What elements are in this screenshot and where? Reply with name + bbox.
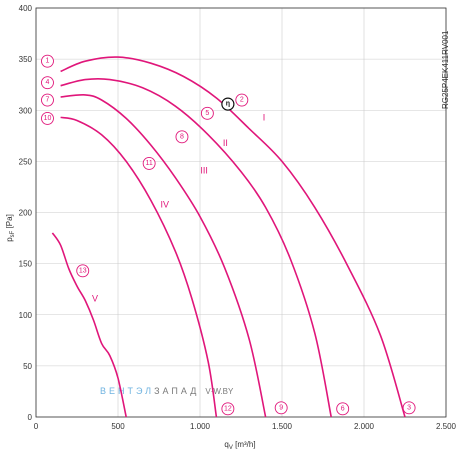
point-marker-circle [274,401,288,415]
efficiency-marker-label: η [226,101,230,108]
point-marker-label: 12 [224,405,232,412]
y-axis-label: psF [Pa] [5,214,16,242]
x-tick-label: 2.000 [354,422,375,431]
curves [51,56,406,418]
point-marker-circle [41,76,54,90]
point-marker-circle [142,156,156,170]
point-marker: 1 [41,54,54,68]
curve-label: V [92,293,98,303]
point-marker-label: 5 [205,110,209,117]
point-marker-circle [336,402,350,416]
point-marker: 12 [221,402,235,416]
curve-II [60,77,332,418]
y-tick-label: 300 [19,106,33,115]
efficiency-marker-circle [221,97,235,111]
point-marker-label: 9 [279,404,283,411]
point-marker-label: 13 [79,267,87,274]
x-axis-label: qV [m³/h] [224,440,255,451]
point-marker-label: 7 [46,97,50,104]
model-code: RG25P4EK411RV001 [441,30,450,109]
watermark: ВЕНТЭЛЗАПАД V·W.BY [100,386,234,396]
watermark-suffix: V·W.BY [205,387,234,396]
y-tick-label: 0 [28,413,33,422]
point-marker: 11 [142,156,156,170]
curve-label: I [263,112,266,122]
efficiency-marker: η [221,97,235,111]
x-tick-label: 0 [34,422,39,431]
point-marker: 6 [336,402,350,416]
curve-III [60,94,267,418]
point-marker-label: 4 [46,79,50,86]
watermark-text: ВЕНТЭЛЗАПАД V·W.BY [100,386,234,396]
point-marker: 7 [41,93,54,107]
watermark-blue: ВЕНТЭЛ [100,386,154,396]
curve-label: II [223,138,228,148]
point-marker: 10 [41,111,54,125]
point-marker-circle [41,111,54,125]
point-marker-label: 6 [341,405,345,412]
plot-frame [35,7,447,418]
point-marker-label: 8 [180,133,184,140]
point-marker-circle [41,93,54,107]
point-marker: 4 [41,76,54,90]
point-marker: 8 [175,130,189,144]
point-marker: 3 [402,401,416,415]
grid [35,7,447,418]
point-marker: 13 [76,264,90,278]
y-tick-label: 50 [23,362,32,371]
x-tick-label: 1.000 [190,422,211,431]
point-marker: 5 [200,106,214,120]
point-marker-circle [402,401,416,415]
axes: 0 50 100 150 200 250 300 350 400 0 500 1.000 1.500 2.… [19,4,457,431]
point-marker-circle [76,264,90,278]
curve-I [60,56,406,418]
point-marker-circle [221,402,235,416]
curve-label: IV [160,199,169,209]
y-tick-label: 100 [19,311,33,320]
point-marker-label: 2 [240,97,244,104]
y-tick-label: 400 [19,4,33,13]
x-tick-label: 500 [111,422,125,431]
point-marker-circle [235,93,249,107]
point-marker-circle [175,130,189,144]
point-marker-circle [41,54,54,68]
point-marker-label: 3 [407,404,411,411]
x-tick-label: 1.500 [272,422,293,431]
point-marker: 9 [274,401,288,415]
point-marker-label: 10 [44,115,52,122]
y-tick-label: 250 [19,157,33,166]
point-marker-circle [200,106,214,120]
y-tick-label: 150 [19,260,33,269]
y-tick-label: 350 [19,55,33,64]
watermark-gray: ЗАПАД [154,386,199,396]
point-marker: 2 [235,93,249,107]
point-marker-label: 1 [46,58,50,65]
point-marker-label: 11 [146,160,153,167]
curve-IV [60,116,218,418]
y-tick-label: 200 [19,209,33,218]
x-tick-label: 2.500 [436,422,457,431]
curve-label: III [200,166,208,176]
curve-V [51,232,127,418]
